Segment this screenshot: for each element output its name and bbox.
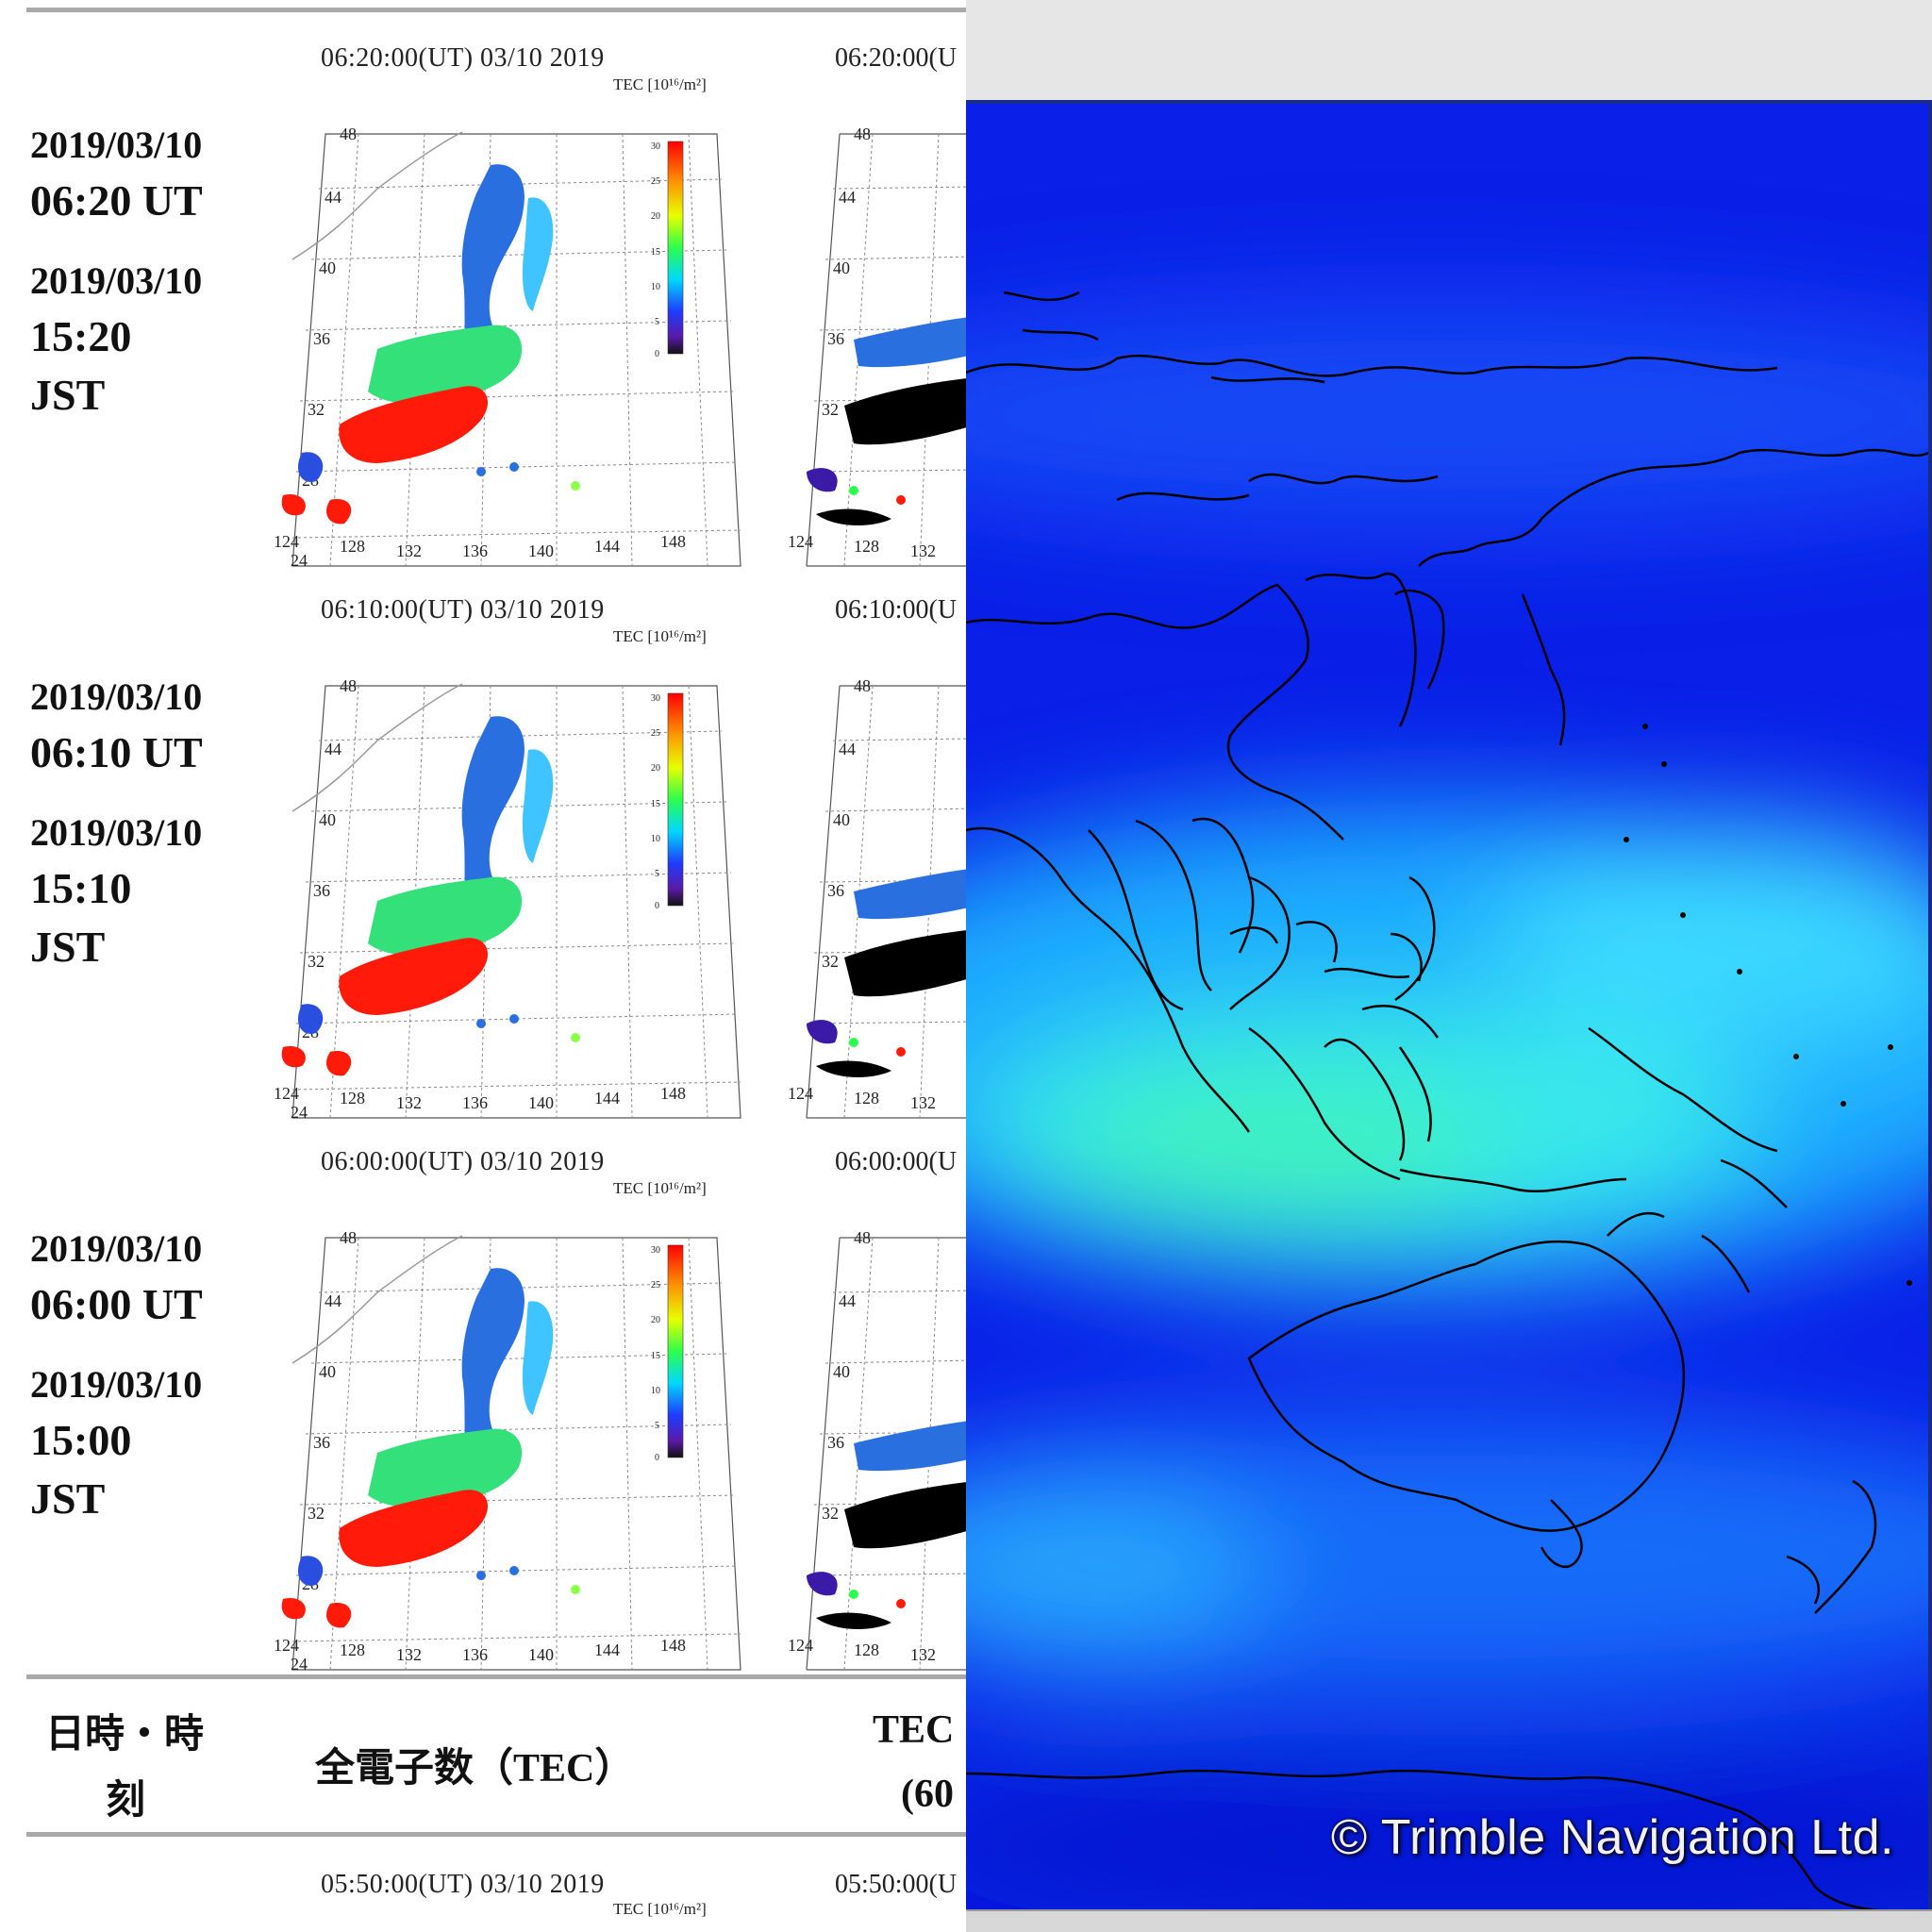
second-map-japan [788, 124, 966, 567]
tec-unit-label: TEC [10¹⁶/m²] [613, 1900, 707, 1918]
tec-map-japan [274, 124, 741, 571]
header-datetime-line1: 日時・時 [45, 1713, 205, 1757]
small-islands [1624, 724, 1912, 1286]
second-map-title: 05:50:00(U [835, 1870, 958, 1899]
header-tec: 全電子数（TEC） [315, 1747, 635, 1790]
tec-map-title: 06:00:00(UT) 03/10 2019 [321, 1147, 605, 1176]
tec-unit-label: TEC [10¹⁶/m²] [613, 627, 707, 645]
tec-unit-label: TEC [10¹⁶/m²] [613, 1179, 707, 1197]
ut-time: 06:20 UT [30, 176, 203, 225]
jst-label: JST [30, 923, 106, 971]
coastlines [966, 291, 1928, 1913]
tec-map-japan [274, 675, 741, 1123]
header-bottom-rule [26, 1832, 966, 1837]
ut-date: 2019/03/10 [30, 675, 203, 718]
header-tec-col3-sub: (60 [901, 1773, 954, 1816]
datetime-cell: 2019/03/10 06:10 UT 2019/03/10 15:10 JST [30, 678, 203, 969]
jst-label: JST [30, 371, 106, 419]
table-row-0620: 2019/03/10 06:20 UT 2019/03/10 15:20 JST… [0, 0, 966, 571]
tec-world-map [966, 100, 1932, 1917]
table-top-rule [26, 8, 966, 12]
jst-time: 15:20 [30, 312, 132, 360]
jst-label: JST [30, 1474, 106, 1523]
tec-comparison-table: 2019/03/10 06:20 UT 2019/03/10 15:20 JST… [0, 0, 966, 1918]
ut-time: 06:00 UT [30, 1280, 203, 1328]
tec-map-japan [274, 1227, 741, 1674]
tec-intensity-field [966, 302, 1928, 1917]
tec-map-title: 06:10:00(UT) 03/10 2019 [321, 595, 605, 625]
jst-time: 15:10 [30, 864, 132, 912]
datetime-cell: 2019/03/10 06:00 UT 2019/03/10 15:00 JST [30, 1230, 203, 1521]
header-top-rule [26, 1674, 966, 1679]
second-map-title: 06:10:00(U [835, 595, 958, 625]
map-bottom-strip [966, 1909, 1932, 1932]
tec-unit-label: TEC [10¹⁶/m²] [613, 75, 707, 93]
table-row-0600: 2019/03/10 06:00 UT 2019/03/10 15:00 JST… [0, 1104, 966, 1674]
jst-date: 2019/03/10 [30, 259, 203, 302]
second-map-japan [788, 675, 966, 1119]
header-datetime-line2: 刻 [106, 1779, 146, 1823]
world-tec-canvas [966, 104, 1928, 1917]
jst-date: 2019/03/10 [30, 1363, 203, 1406]
copyright-text: © Trimble Navigation Ltd. [1330, 1810, 1894, 1865]
ut-date: 2019/03/10 [30, 1227, 203, 1270]
ut-date: 2019/03/10 [30, 124, 203, 166]
second-map-title: 06:00:00(U [835, 1147, 958, 1176]
tec-map-title: 06:20:00(UT) 03/10 2019 [321, 43, 605, 73]
second-map-japan [788, 1227, 966, 1671]
tec-map-title: 05:50:00(UT) 03/10 2019 [321, 1870, 605, 1899]
header-tec-col3: TEC [873, 1708, 955, 1752]
jst-time: 15:00 [30, 1416, 132, 1464]
table-row-0610: 2019/03/10 06:10 UT 2019/03/10 15:10 JST… [0, 552, 966, 1123]
datetime-cell: 2019/03/10 06:20 UT 2019/03/10 15:20 JST [30, 126, 203, 417]
ut-time: 06:10 UT [30, 728, 203, 776]
jst-date: 2019/03/10 [30, 811, 203, 854]
global-tec-map-panel: © Trimble Navigation Ltd. [966, 0, 1932, 1932]
table-header-row: 日時・時 刻 全電子数（TEC） TEC (60 [0, 1689, 966, 1830]
second-map-title: 06:20:00(U [835, 43, 958, 73]
